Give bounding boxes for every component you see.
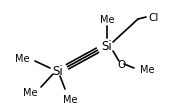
Text: Cl: Cl [148, 13, 158, 23]
Text: Me: Me [140, 64, 154, 74]
Text: O: O [117, 59, 125, 69]
Text: Me: Me [23, 87, 38, 97]
Text: Me: Me [63, 94, 77, 104]
Text: Me: Me [100, 15, 114, 25]
Text: Si: Si [102, 40, 112, 53]
Text: Si: Si [53, 65, 63, 78]
Text: Me: Me [16, 54, 30, 63]
